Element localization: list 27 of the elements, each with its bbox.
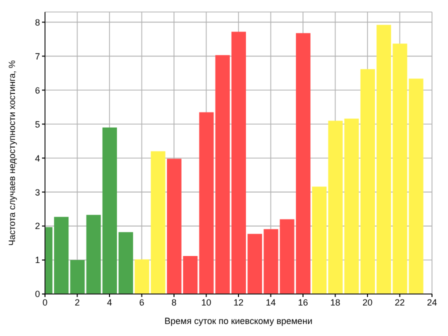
y-tick-label: 2 xyxy=(34,221,40,232)
y-tick-label: 3 xyxy=(34,187,40,198)
bar xyxy=(134,259,150,294)
x-tick-label: 0 xyxy=(42,297,48,308)
y-tick-label: 6 xyxy=(34,85,40,96)
y-tick-label: 5 xyxy=(34,119,40,130)
y-tick-label: 8 xyxy=(34,17,40,28)
bar xyxy=(408,78,424,294)
y-tick-label: 7 xyxy=(34,51,40,62)
x-tick-label: 6 xyxy=(139,297,144,308)
x-tick-label: 4 xyxy=(106,297,112,308)
x-tick-label: 14 xyxy=(266,297,276,308)
x-tick-label: 8 xyxy=(171,297,177,308)
y-axis-title: Частота случаев недоступности хостинга, % xyxy=(7,60,18,246)
x-tick-label: 20 xyxy=(362,297,373,308)
y-tick-label: 0 xyxy=(34,289,40,300)
x-tick-label: 22 xyxy=(394,297,405,308)
y-tick-label: 4 xyxy=(34,153,40,164)
x-axis-title: Время суток по киевскому времени xyxy=(164,316,312,326)
bar xyxy=(150,151,166,294)
y-tick-label: 1 xyxy=(34,255,40,266)
x-tick-label: 2 xyxy=(74,297,80,308)
x-tick-label: 12 xyxy=(233,297,244,308)
x-tick-label: 10 xyxy=(201,297,212,308)
x-tick-label: 24 xyxy=(426,297,438,308)
x-tick-label: 18 xyxy=(330,297,340,308)
x-tick-label: 16 xyxy=(298,297,308,308)
